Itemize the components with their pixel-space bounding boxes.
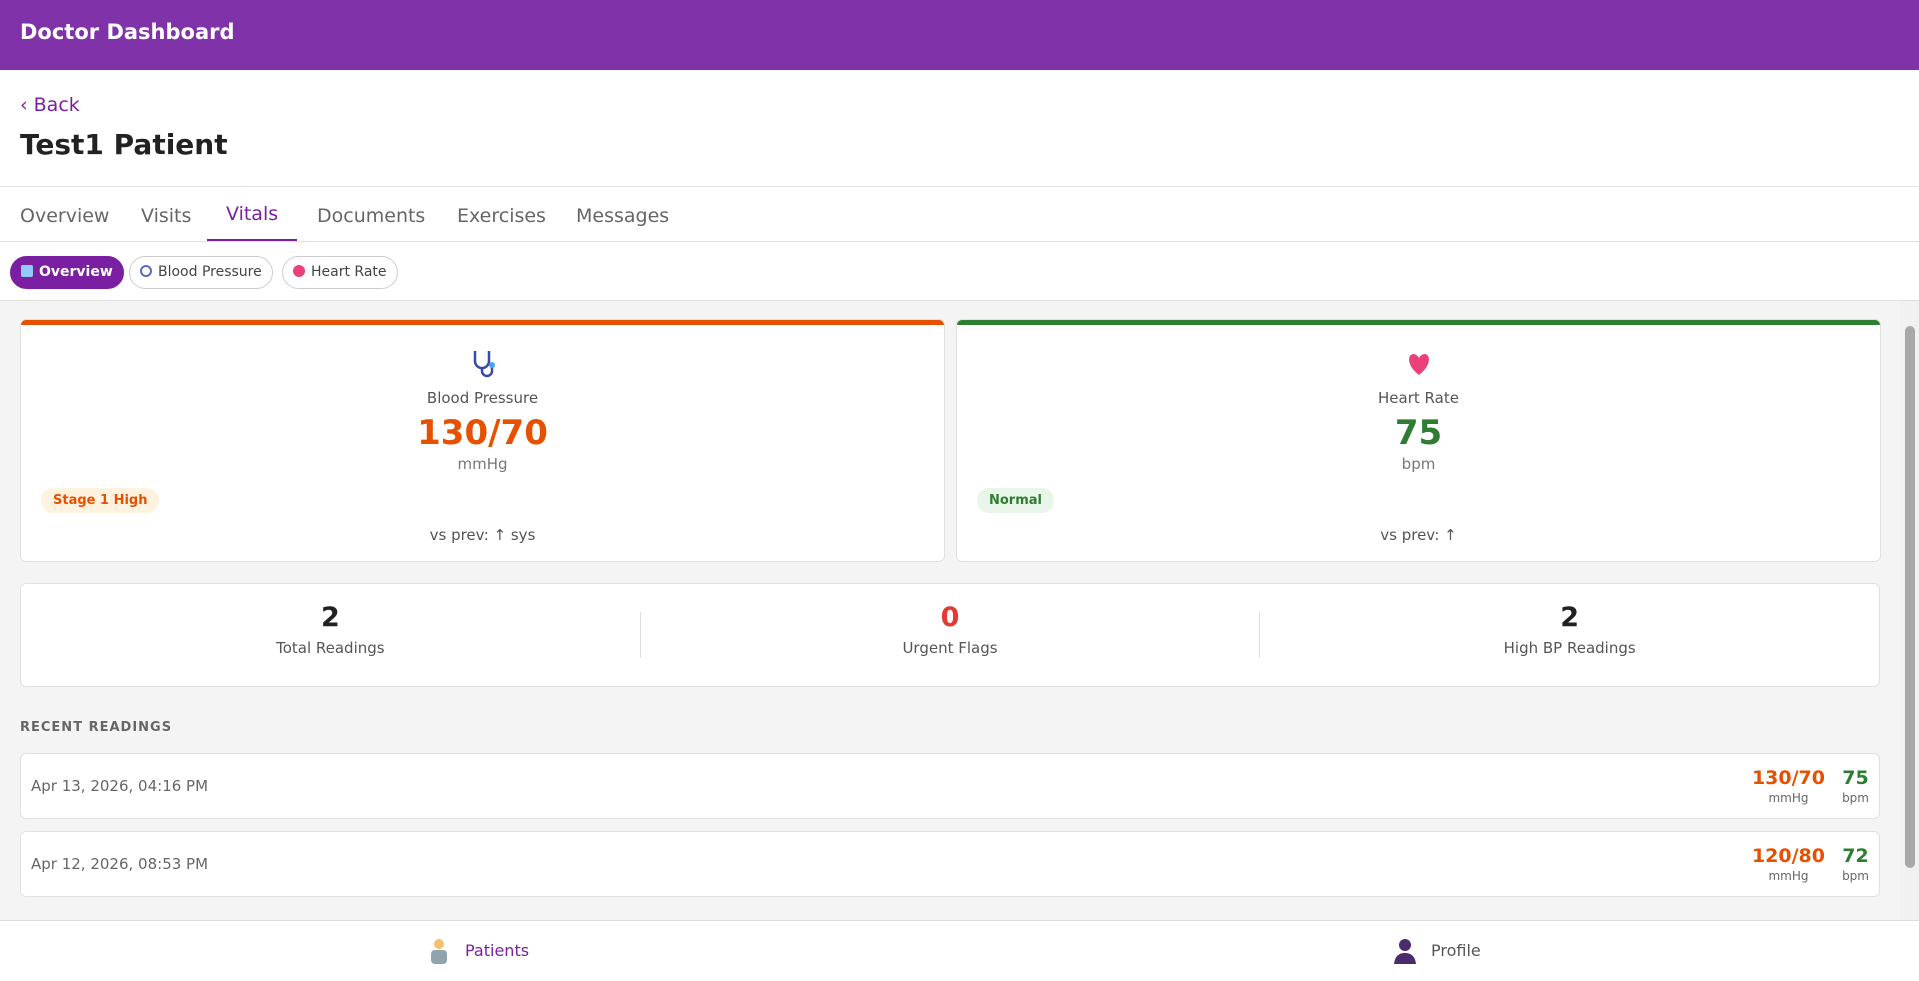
bp-value: 120/80 — [1751, 845, 1825, 867]
patient-name: Test1 Patient — [20, 128, 228, 161]
scroll-thumb[interactable] — [1905, 326, 1915, 868]
stat-label: High BP Readings — [1503, 639, 1636, 657]
header-title: Doctor Dashboard — [20, 20, 235, 44]
chip-bar: Overview Blood Pressure Heart Rate — [0, 242, 1919, 301]
hr-value: 72 — [1842, 845, 1869, 867]
status-badge: Normal — [977, 488, 1054, 513]
heart-icon — [1408, 354, 1429, 375]
chip-label: Blood Pressure — [158, 264, 262, 280]
card-accent — [21, 320, 944, 325]
card-unit: bpm — [1401, 455, 1436, 473]
profile-icon — [1394, 939, 1416, 964]
bp-unit: mmHg — [1768, 791, 1809, 805]
tab[interactable]: Messages — [576, 205, 670, 227]
card-unit: mmHg — [457, 455, 508, 473]
vital-card: Blood Pressure 130/70 mmHg Stage 1 High … — [20, 319, 945, 562]
card-compare: vs prev: ↑ — [1380, 526, 1457, 544]
stat-label: Urgent Flags — [902, 639, 998, 657]
card-compare: vs prev: ↑ sys — [429, 526, 536, 544]
tab-bar: Overview Visits Vitals Documents Exercis… — [0, 186, 1919, 242]
reading-row[interactable]: Apr 13, 2026, 04:16 PM 130/70 mmHg 75 bpm — [20, 753, 1880, 819]
tab-active[interactable]: Vitals — [207, 203, 298, 241]
stat-value: 2 — [320, 602, 340, 633]
bottom-nav: Patients Profile — [0, 920, 1919, 981]
reading-bp: 130/70 mmHg — [1752, 767, 1825, 805]
status-badge: Stage 1 High — [41, 488, 160, 513]
hr-value: 75 — [1842, 767, 1869, 789]
stats-box: 2 Total Readings 0 Urgent Flags 2 High BP R… — [20, 583, 1880, 687]
nav-item-active[interactable]: Patients — [465, 941, 530, 960]
stat-label: Total Readings — [276, 639, 385, 657]
tab[interactable]: Documents — [317, 205, 426, 227]
patients-icon — [431, 939, 447, 964]
card-label: Blood Pressure — [426, 389, 539, 407]
section-title: RECENT READINGS — [20, 720, 173, 735]
card-label: Heart Rate — [1378, 389, 1459, 407]
vital-card: Heart Rate 75 bpm Normal vs prev: ↑ — [956, 319, 1881, 562]
reading-hr: 72 bpm — [1842, 845, 1869, 883]
card-value: 75 — [1394, 413, 1443, 453]
tab[interactable]: Exercises — [457, 205, 546, 227]
bp-value: 130/70 — [1751, 767, 1825, 789]
app-header: Doctor Dashboard — [0, 0, 1919, 70]
reading-bp: 120/80 mmHg — [1752, 845, 1825, 883]
stat: 2 High BP Readings — [1259, 602, 1879, 658]
nav-item[interactable]: Profile — [1431, 941, 1481, 960]
tab[interactable]: Overview — [20, 205, 110, 227]
hr-unit: bpm — [1842, 869, 1869, 883]
tab[interactable]: Visits — [141, 205, 192, 227]
reading-date: Apr 13, 2026, 04:16 PM — [31, 777, 209, 795]
chip[interactable]: Heart Rate — [282, 256, 398, 289]
bp-unit: mmHg — [1768, 869, 1809, 883]
chip-label: Overview — [39, 264, 113, 280]
chip[interactable]: Blood Pressure — [129, 256, 273, 289]
chip-label: Heart Rate — [311, 264, 387, 280]
reading-hr: 75 bpm — [1842, 767, 1869, 805]
hr-unit: bpm — [1842, 791, 1869, 805]
stat-value: 0 — [940, 602, 960, 633]
card-accent — [957, 320, 1880, 325]
stethoscope-icon — [473, 351, 495, 378]
card-value: 130/70 — [417, 413, 548, 453]
chip-active[interactable]: Overview — [10, 256, 124, 289]
back-link[interactable]: ‹ Back — [20, 94, 80, 116]
stat: 0 Urgent Flags — [639, 602, 1260, 658]
stat-value: 2 — [1560, 602, 1580, 633]
stat: 2 Total Readings — [21, 602, 640, 658]
reading-row[interactable]: Apr 12, 2026, 08:53 PM 120/80 mmHg 72 bpm — [20, 831, 1880, 897]
reading-date: Apr 12, 2026, 08:53 PM — [31, 855, 209, 873]
